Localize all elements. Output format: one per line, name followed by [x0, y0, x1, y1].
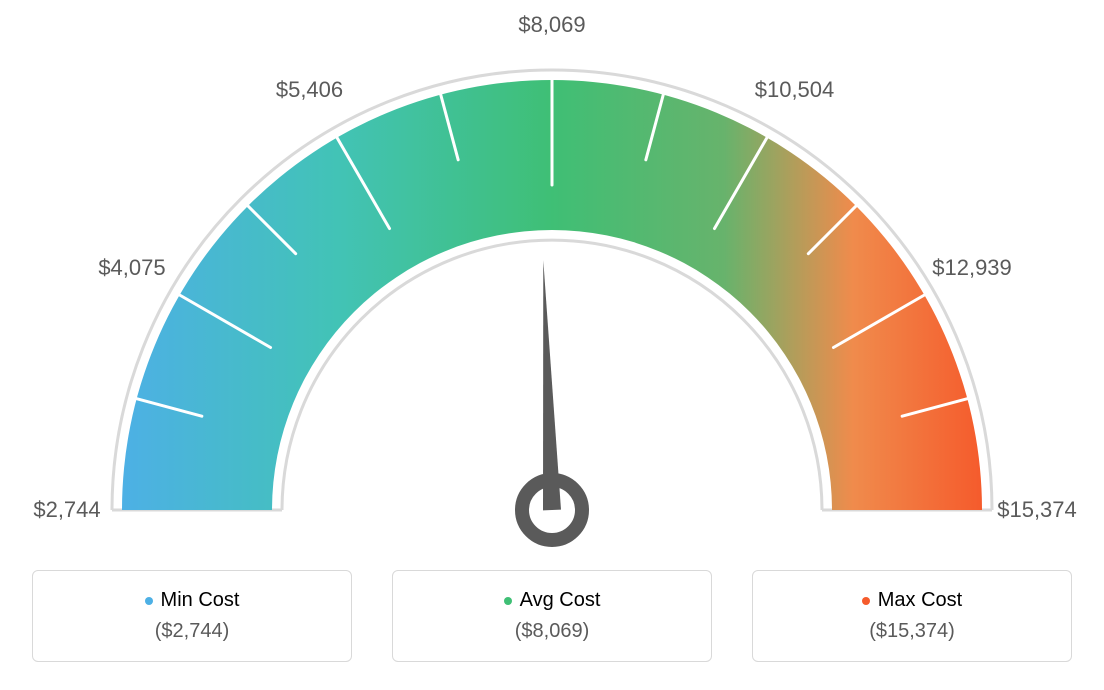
gauge-tick-label: $8,069 [518, 12, 585, 38]
legend-box-max: Max Cost ($15,374) [752, 570, 1072, 662]
gauge-tick-label: $4,075 [98, 255, 165, 281]
legend-bullet-min [145, 597, 153, 605]
gauge-tick-label: $10,504 [755, 77, 835, 103]
legend-row: Min Cost ($2,744) Avg Cost ($8,069) Max … [0, 570, 1104, 662]
legend-bullet-avg [504, 597, 512, 605]
legend-label-avg: Avg Cost [520, 589, 601, 612]
legend-value-max: ($15,374) [763, 620, 1061, 643]
cost-gauge: $2,744 $4,075 $5,406 $8,069 $10,504 $12,939 $1… [0, 0, 1104, 560]
gauge-tick-label: $5,406 [276, 77, 343, 103]
legend-box-min: Min Cost ($2,744) [32, 570, 352, 662]
legend-label-max: Max Cost [878, 589, 962, 612]
gauge-tick-label: $15,374 [997, 497, 1077, 523]
legend-value-avg: ($8,069) [403, 620, 701, 643]
legend-bullet-max [862, 597, 870, 605]
legend-value-min: ($2,744) [43, 620, 341, 643]
gauge-tick-label: $12,939 [932, 255, 1012, 281]
legend-label-min: Min Cost [161, 589, 240, 612]
legend-box-avg: Avg Cost ($8,069) [392, 570, 712, 662]
gauge-tick-label: $2,744 [33, 497, 100, 523]
